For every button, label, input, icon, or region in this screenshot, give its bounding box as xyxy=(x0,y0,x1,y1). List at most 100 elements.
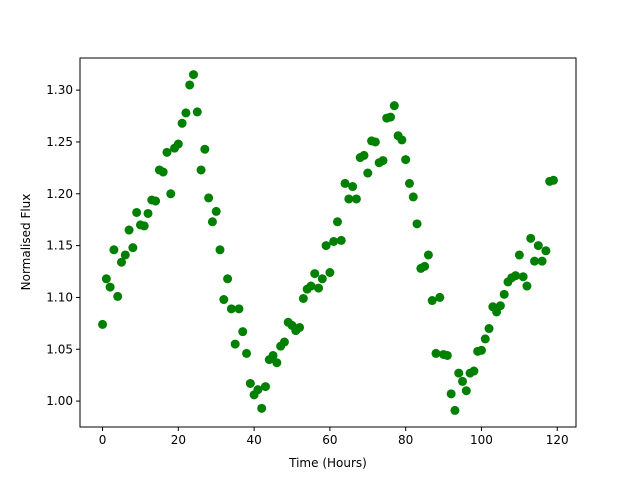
y-axis-label: Normalised Flux xyxy=(19,194,33,291)
point xyxy=(143,208,153,218)
point xyxy=(260,382,270,392)
x-tick-label: 80 xyxy=(398,433,413,447)
point xyxy=(469,366,479,376)
point xyxy=(207,217,217,227)
x-tick-label: 20 xyxy=(171,433,186,447)
point xyxy=(363,168,373,178)
x-tick-label: 100 xyxy=(470,433,493,447)
point xyxy=(431,348,441,358)
point xyxy=(215,245,225,255)
point xyxy=(514,250,524,260)
x-tick-label: 120 xyxy=(546,433,569,447)
point xyxy=(177,118,187,128)
point xyxy=(124,225,134,235)
point xyxy=(404,178,414,188)
point xyxy=(378,156,388,166)
point xyxy=(450,405,460,415)
point xyxy=(128,243,138,253)
point xyxy=(295,322,305,332)
y-tick-label: 1.00 xyxy=(46,394,73,408)
point xyxy=(226,304,236,314)
point xyxy=(484,324,494,334)
point xyxy=(401,155,411,165)
point xyxy=(495,301,505,311)
point xyxy=(113,291,123,301)
point xyxy=(359,150,369,160)
point xyxy=(188,70,198,80)
point xyxy=(257,403,267,413)
point xyxy=(541,246,551,256)
point xyxy=(526,233,536,243)
point xyxy=(196,165,206,175)
y-tick-label: 1.25 xyxy=(46,135,73,149)
point xyxy=(317,274,327,284)
point xyxy=(185,80,195,90)
point xyxy=(427,296,437,306)
x-tick-label: 60 xyxy=(322,433,337,447)
point xyxy=(306,281,316,291)
point xyxy=(340,178,350,188)
point xyxy=(461,386,471,396)
point xyxy=(530,256,540,266)
point xyxy=(336,235,346,245)
point xyxy=(329,236,339,246)
point xyxy=(480,334,490,344)
point xyxy=(344,194,354,204)
point xyxy=(537,256,547,266)
y-tick-label: 1.10 xyxy=(46,290,73,304)
point xyxy=(116,257,126,267)
point xyxy=(109,245,119,255)
point xyxy=(458,376,468,386)
point xyxy=(173,139,183,149)
point xyxy=(272,358,282,368)
point xyxy=(370,137,380,147)
point xyxy=(420,261,430,271)
point xyxy=(158,167,168,177)
point xyxy=(310,269,320,279)
point xyxy=(423,250,433,260)
point xyxy=(162,147,172,157)
point xyxy=(120,250,130,260)
point xyxy=(238,327,248,337)
point xyxy=(204,193,214,203)
point xyxy=(325,268,335,278)
point xyxy=(139,221,149,231)
point xyxy=(298,293,308,303)
point xyxy=(242,348,252,358)
point xyxy=(132,207,142,217)
point xyxy=(98,319,108,329)
point xyxy=(234,304,244,314)
point xyxy=(518,272,528,282)
point xyxy=(101,274,111,284)
point xyxy=(499,289,509,299)
point xyxy=(389,101,399,111)
y-tick-label: 1.30 xyxy=(46,83,73,97)
point xyxy=(454,368,464,378)
point xyxy=(476,345,486,355)
point xyxy=(321,241,331,251)
x-tick-label: 40 xyxy=(246,433,261,447)
point xyxy=(230,339,240,349)
point xyxy=(511,271,521,281)
point xyxy=(397,135,407,145)
point xyxy=(245,378,255,388)
point xyxy=(351,194,361,204)
point xyxy=(548,175,558,185)
point xyxy=(223,274,233,284)
point xyxy=(219,295,229,305)
y-tick-label: 1.05 xyxy=(46,342,73,356)
point xyxy=(522,281,532,291)
point xyxy=(166,189,176,199)
point xyxy=(268,350,278,360)
x-axis-label: Time (Hours) xyxy=(288,456,367,470)
point xyxy=(279,337,289,347)
point xyxy=(533,241,543,251)
point xyxy=(181,108,191,118)
y-tick-label: 1.20 xyxy=(46,187,73,201)
point xyxy=(192,107,202,117)
point xyxy=(408,192,418,202)
point xyxy=(442,350,452,360)
point xyxy=(348,182,358,192)
point xyxy=(253,385,263,395)
